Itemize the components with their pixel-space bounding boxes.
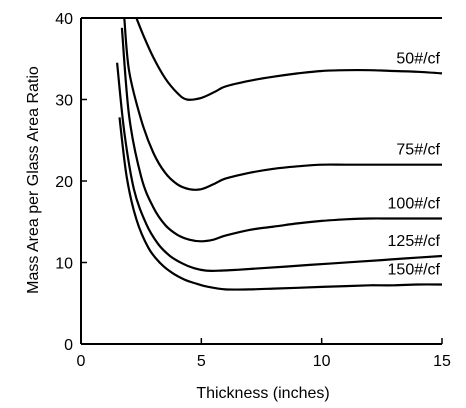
series-label-125cf: 125#/cf [388, 233, 441, 250]
y-tick-label: 30 [55, 93, 73, 110]
y-tick-label: 0 [64, 337, 73, 354]
series-label-150cf: 150#/cf [388, 262, 441, 279]
series-line-125cf [116, 62, 443, 272]
series-line-50cf [135, 17, 443, 101]
series-label-50cf: 50#/cf [396, 50, 440, 67]
y-tick-label: 20 [55, 174, 73, 191]
series-line-75cf [123, 17, 442, 191]
x-tick-label: 10 [313, 353, 331, 370]
ticks: 0 5 10 15 0 10 20 30 40 [55, 11, 451, 370]
plot-lines [116, 17, 443, 291]
series-line-100cf [120, 27, 442, 243]
x-axis-title: Thickness (inches) [196, 385, 329, 402]
series-labels: 50#/cf 75#/cf 100#/cf 125#/cf 150#/cf [388, 50, 441, 278]
y-tick-label: 40 [55, 11, 73, 28]
series-label-100cf: 100#/cf [388, 195, 441, 212]
x-tick-label: 5 [197, 353, 206, 370]
series-label-75cf: 75#/cf [396, 142, 440, 159]
axes [80, 17, 442, 345]
y-axis-title: Mass Area per Glass Area Ratio [25, 66, 42, 294]
series-line-150cf [118, 117, 443, 291]
y-tick-label: 10 [55, 256, 73, 273]
x-tick-label: 15 [433, 353, 451, 370]
x-tick-label: 0 [77, 353, 86, 370]
